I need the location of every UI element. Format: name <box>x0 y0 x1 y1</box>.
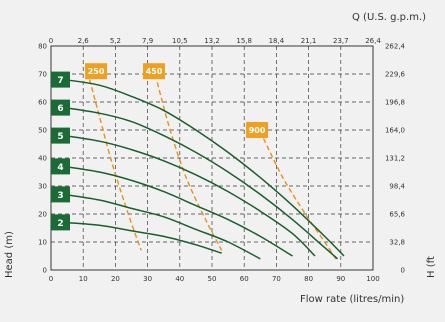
y-tick-label: 50 <box>38 127 47 135</box>
right-tick-label: 196,8 <box>385 99 405 107</box>
y-tick-label: 70 <box>38 71 47 79</box>
right-tick-label: 32,8 <box>389 239 405 247</box>
curve-label-box <box>51 214 70 231</box>
top-tick-label: 21,1 <box>301 37 317 45</box>
efficiency-lines: 250 450 900 <box>85 63 339 262</box>
plot-frame <box>50 45 374 271</box>
pump-curve <box>63 165 293 257</box>
top-tick-label: 23,7 <box>333 37 349 45</box>
top-tick-label: 15,8 <box>236 37 252 45</box>
top-tick-label: 18,4 <box>269 37 285 45</box>
y-axis-title: Head (m) <box>4 231 15 278</box>
x-axis-title: Flow rate (litres/min) <box>300 294 404 305</box>
efficiency-label: 450 <box>146 67 163 76</box>
top-tick-label: 10,5 <box>172 37 188 45</box>
y-tick-label: 60 <box>38 99 47 107</box>
right-tick-label: 131,2 <box>385 155 405 163</box>
curve-label-box <box>51 71 70 88</box>
pump-curve <box>63 193 261 260</box>
efficiency-line <box>262 138 339 262</box>
x-tick-label: 20 <box>111 275 120 283</box>
pump-curves: 2 3 4 5 6 7 <box>51 71 345 260</box>
x-tick-label: 60 <box>240 275 249 283</box>
efficiency-label: 900 <box>249 126 266 135</box>
x-tick-label: 80 <box>304 275 313 283</box>
efficiency-label-box <box>143 63 166 80</box>
x-tick-label: 0 <box>49 275 53 283</box>
curve-label: 4 <box>57 163 63 173</box>
top-tick-label: 13,2 <box>204 37 220 45</box>
right-tick-label: 262,4 <box>385 43 406 51</box>
y-tick-label: 10 <box>38 239 47 247</box>
x-tick-label: 40 <box>175 275 184 283</box>
y-tick-label: 40 <box>38 155 47 163</box>
y-tick-label: 30 <box>38 183 47 191</box>
curve-label: 5 <box>57 132 63 142</box>
pump-curve <box>63 106 339 260</box>
efficiency-label-box <box>246 122 269 138</box>
right-tick-label: 229,6 <box>385 71 406 79</box>
x-tick-label: 90 <box>336 275 345 283</box>
x-tick-label: 50 <box>208 275 217 283</box>
right-tick-label: 98,4 <box>389 183 405 191</box>
x-tick-label: 100 <box>366 275 379 283</box>
y-tick-label: 80 <box>38 43 47 51</box>
efficiency-line <box>88 79 142 251</box>
y-tick-label: 0 <box>43 267 47 275</box>
right-tick-label: 164,0 <box>385 127 405 135</box>
x-tick-label: 10 <box>79 275 88 283</box>
x-tick-label: 30 <box>143 275 152 283</box>
grid <box>50 45 374 271</box>
efficiency-label: 250 <box>88 67 105 76</box>
efficiency-label-box <box>85 63 108 80</box>
top-tick-label: 0 <box>49 37 53 45</box>
curve-label-box <box>51 127 70 144</box>
curve-label: 3 <box>57 191 63 201</box>
curve-label: 2 <box>57 219 63 229</box>
pump-curve <box>63 134 316 257</box>
top-tick-label: 26,4 <box>365 37 381 45</box>
curve-label-box <box>51 99 70 116</box>
right-tick-label: 65,6 <box>389 211 405 219</box>
pump-curve <box>63 78 345 257</box>
top-tick-label: 2,6 <box>78 37 90 45</box>
top-tick-label: 7,9 <box>142 37 153 45</box>
x-tick-label: 70 <box>272 275 281 283</box>
right-axis-title: H (ft <box>426 256 437 278</box>
y-tick-label: 20 <box>38 211 47 219</box>
curve-label: 7 <box>57 76 63 86</box>
curve-label: 6 <box>57 104 63 114</box>
pump-curve <box>63 221 222 254</box>
right-tick-label: 0 <box>401 267 405 275</box>
axis-ticks: 0 010 32,820 65,630 98,440 131,250 164,060 196,… <box>38 37 405 283</box>
top-axis-title: Q (U.S. g.p.m.) <box>352 12 426 23</box>
curve-label-box <box>51 186 70 203</box>
top-tick-label: 5,2 <box>110 37 121 45</box>
efficiency-line <box>156 82 223 251</box>
curve-label-box <box>51 158 70 175</box>
